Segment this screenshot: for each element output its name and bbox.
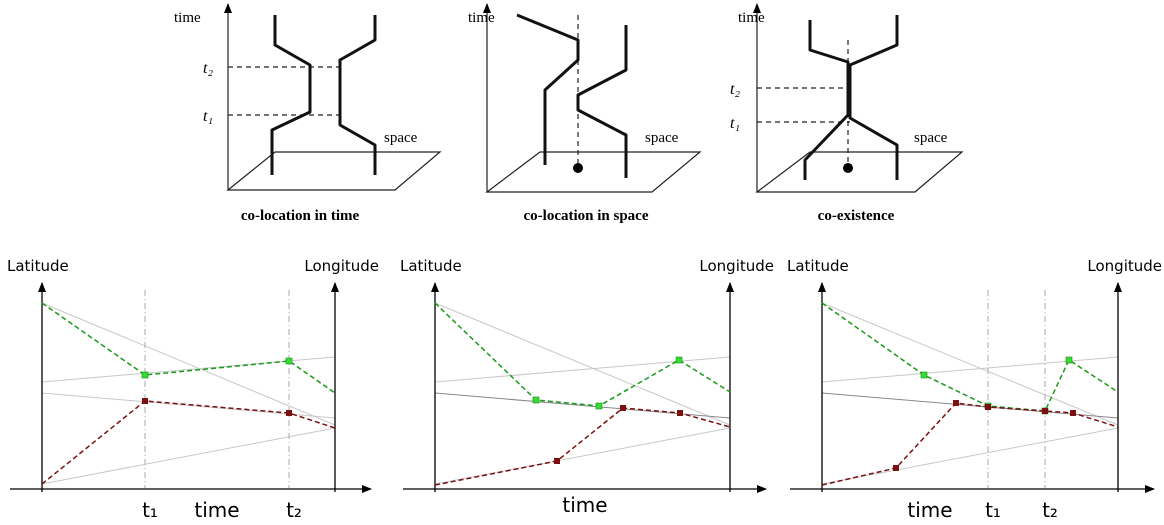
axis-label: Latitude [400, 257, 462, 275]
guide-line [821, 356, 1119, 383]
space-plane [226, 151, 442, 191]
tick-label: t₂ [1042, 498, 1058, 522]
red-trajectory [434, 407, 731, 486]
trajectory [803, 20, 850, 180]
red-point [142, 398, 148, 404]
green-trajectory [821, 302, 1119, 412]
tick-label: t₂ [203, 60, 213, 77]
time-label: time [562, 493, 607, 517]
red-point [953, 400, 959, 406]
time-label: time [194, 498, 239, 522]
location-dot [573, 163, 583, 173]
red-trajectory [41, 400, 336, 485]
top-panel: time t₂ t₁ space co-existence [730, 3, 964, 224]
red-point [620, 405, 626, 411]
red-point [286, 410, 292, 416]
caption: co-location in space [524, 208, 649, 224]
top-panel: time space co-location in space [468, 3, 702, 224]
space-label: space [914, 130, 948, 146]
space-label: space [384, 130, 418, 146]
caption: co-location in time [241, 208, 360, 224]
green-point [675, 356, 683, 364]
top-panel: time t₂ t₁ space co-location in time [174, 3, 442, 224]
space-plane [755, 151, 964, 193]
axis-label: time [174, 10, 201, 26]
tick-label: t₂ [286, 498, 302, 522]
tick-label: t₂ [730, 81, 740, 98]
red-point [554, 458, 560, 464]
green-point [595, 402, 603, 410]
trajectory [516, 13, 580, 165]
guide-line [434, 356, 731, 383]
green-point [141, 371, 149, 379]
green-trajectory [41, 302, 336, 394]
caption: co-existence [818, 208, 895, 224]
red-point [677, 410, 683, 416]
tick-label: t₁ [730, 115, 740, 132]
space-label: space [645, 130, 679, 146]
tick-label: t₁ [142, 498, 158, 522]
tick-label: t₁ [985, 498, 1001, 522]
axis-label: Longitude [304, 257, 379, 275]
green-point [920, 371, 928, 379]
guide-line [821, 302, 1119, 426]
axis-label: Longitude [699, 257, 774, 275]
guide-line [434, 427, 731, 485]
axis-label: Latitude [787, 257, 849, 275]
red-point [1042, 408, 1048, 414]
guide-line [41, 302, 336, 426]
axis-label: time [468, 10, 495, 26]
space-plane [485, 151, 702, 193]
guide-line [821, 427, 1119, 485]
trajectory [270, 15, 312, 175]
axis-label: Latitude [7, 257, 69, 275]
trajectory [338, 15, 377, 175]
location-dot [843, 163, 853, 173]
red-point [1070, 410, 1076, 416]
green-point [285, 357, 293, 365]
green-point [1065, 356, 1073, 364]
green-trajectory [434, 302, 731, 407]
trajectory [848, 15, 899, 180]
green-point [532, 396, 540, 404]
red-point [893, 465, 899, 471]
axis-label: time [738, 10, 765, 26]
guide-line [41, 427, 336, 485]
red-point [985, 404, 991, 410]
tick-label: t₁ [203, 108, 213, 125]
guide-line [434, 302, 731, 426]
axis-label: Longitude [1087, 257, 1162, 275]
time-label: time [907, 498, 952, 522]
trajectory [576, 25, 628, 178]
